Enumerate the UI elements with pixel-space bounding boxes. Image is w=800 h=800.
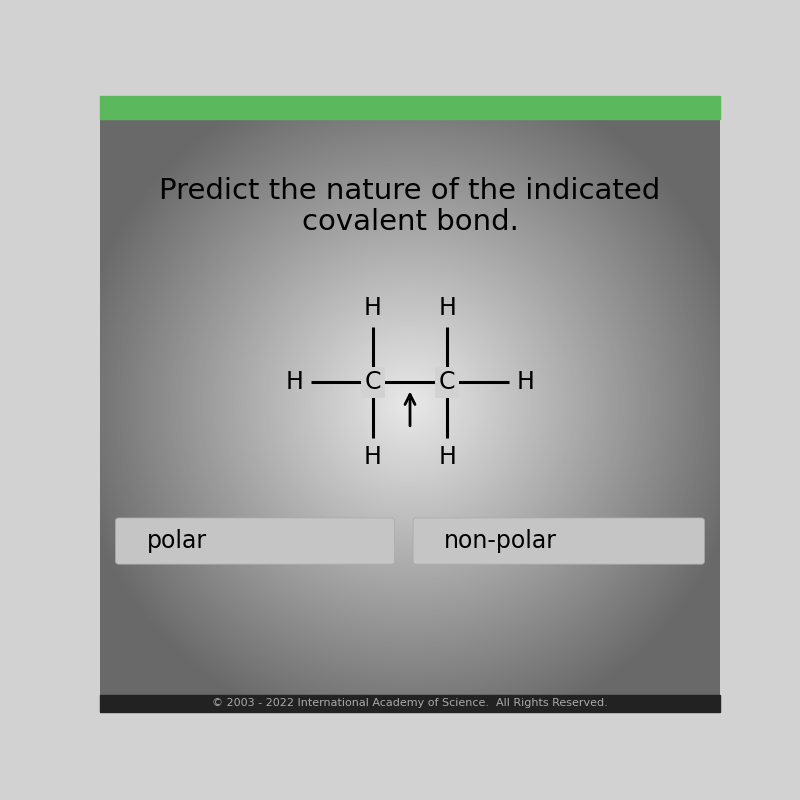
Text: H: H xyxy=(286,370,303,394)
Text: H: H xyxy=(438,446,456,470)
Text: covalent bond.: covalent bond. xyxy=(302,208,518,236)
Text: polar: polar xyxy=(146,529,206,553)
Text: © 2003 - 2022 International Academy of Science.  All Rights Reserved.: © 2003 - 2022 International Academy of S… xyxy=(212,698,608,708)
Text: H: H xyxy=(364,296,382,320)
Text: C: C xyxy=(365,370,381,394)
Text: C: C xyxy=(439,370,455,394)
Bar xyxy=(100,694,720,712)
Text: H: H xyxy=(438,296,456,320)
Text: non-polar: non-polar xyxy=(444,529,557,553)
Bar xyxy=(100,96,720,119)
FancyBboxPatch shape xyxy=(413,518,705,564)
FancyBboxPatch shape xyxy=(115,518,394,564)
Text: H: H xyxy=(364,446,382,470)
Text: H: H xyxy=(517,370,534,394)
Text: Predict the nature of the indicated: Predict the nature of the indicated xyxy=(159,178,661,206)
